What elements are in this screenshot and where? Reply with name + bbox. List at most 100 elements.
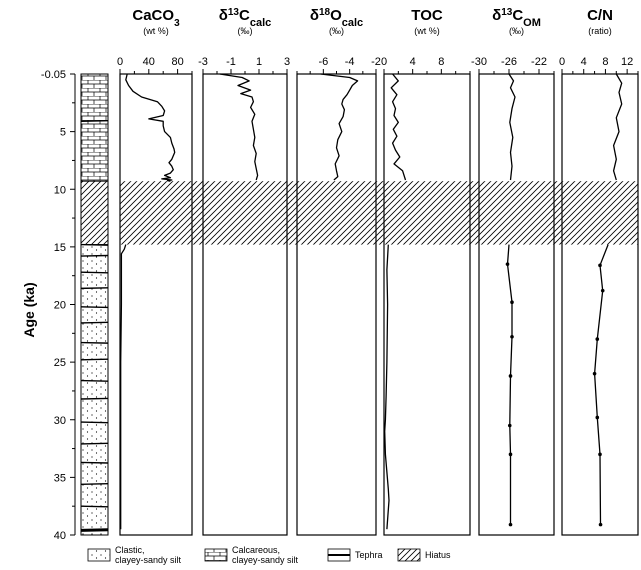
- series-line: [120, 244, 127, 530]
- panel-frame: [561, 73, 639, 536]
- y-tick-label: 35: [54, 472, 66, 484]
- y-tick-label: 25: [54, 357, 66, 369]
- tephra-layer: [80, 461, 109, 464]
- series-line: [612, 73, 623, 181]
- x-tick-label: 4: [581, 56, 587, 68]
- x-tick-label: 0: [381, 56, 387, 68]
- x-tick-label: 1: [256, 56, 262, 68]
- x-tick-label: -2: [371, 56, 381, 68]
- panel-unit: (‰): [509, 26, 524, 36]
- data-point: [508, 452, 513, 457]
- lithology-frame: [80, 73, 109, 536]
- tephra-layer: [80, 306, 109, 309]
- panel-4: δ13COM(‰) -30 -26 -22: [471, 7, 555, 536]
- tephra-layer: [80, 321, 109, 324]
- data-point: [598, 522, 603, 527]
- data-point: [600, 288, 605, 293]
- legend-label: clayey-sandy silt: [232, 555, 299, 565]
- x-tick-label: -1: [226, 56, 236, 68]
- panel-0: CaCO3(wt %) 0 40 80: [117, 7, 193, 536]
- data-point: [510, 300, 514, 304]
- tephra-layer: [80, 397, 109, 400]
- data-point: [508, 374, 513, 378]
- lithology-unit-calcareous: [80, 73, 109, 182]
- x-tick-label: -3: [198, 56, 208, 68]
- series-line: [506, 244, 513, 525]
- tephra-layer: [80, 421, 109, 424]
- tephra-layer: [80, 442, 109, 445]
- panel-title: C/N: [587, 7, 613, 24]
- y-tick-label: 15: [54, 242, 66, 254]
- x-tick-label: 40: [143, 56, 155, 68]
- x-tick-label: 4: [410, 56, 416, 68]
- x-tick-label: 8: [438, 56, 444, 68]
- panel-title: δ18Ocalc: [310, 7, 363, 30]
- legend: Clastic, clayey-sandy siltCalcareous,clay…: [87, 545, 451, 565]
- series-line: [125, 73, 176, 182]
- panel-title: δ13Ccalc: [219, 7, 272, 30]
- tephra-layer: [80, 119, 109, 122]
- panel-unit: (‰): [238, 26, 253, 36]
- x-tick-label: 80: [171, 56, 183, 68]
- panel-title: δ13COM: [492, 7, 541, 30]
- data-point: [508, 522, 513, 527]
- panel-frame: [383, 73, 471, 536]
- panel-unit: (‰): [329, 26, 344, 36]
- panel-frame: [119, 73, 193, 536]
- x-tick-label: -6: [318, 56, 328, 68]
- panel-unit: (wt %): [143, 26, 169, 36]
- series-line: [320, 73, 359, 181]
- panel-frame: [478, 73, 555, 536]
- series-line: [593, 244, 609, 525]
- panel-5: C/N (ratio) 0 4 8 12: [559, 7, 639, 536]
- panel-title: TOC: [411, 7, 443, 24]
- tephra-layer: [80, 243, 109, 246]
- data-point: [595, 415, 600, 420]
- y-tick-label: 30: [54, 415, 66, 427]
- x-tick-label: -30: [471, 56, 487, 68]
- legend-item-tephra: Tephra: [327, 548, 383, 562]
- data-point: [598, 263, 602, 268]
- panel-unit: (ratio): [588, 26, 612, 36]
- legend-label: Tephra: [355, 550, 383, 560]
- panel-frame: [296, 73, 377, 536]
- series-line: [390, 73, 407, 181]
- tephra-layer: [80, 358, 109, 361]
- legend-item-hiatus: Hiatus: [397, 548, 451, 562]
- tephra-layer: [80, 505, 109, 508]
- x-tick-label: 8: [602, 56, 608, 68]
- lithology-column: [80, 73, 109, 536]
- legend-item-calcareous: Calcareous,clayey-sandy silt: [204, 545, 299, 565]
- y-tick-label: 5: [60, 127, 66, 139]
- data-point: [505, 262, 510, 266]
- panel-3: TOC (wt %) 0 4 8: [381, 7, 471, 536]
- y-tick-label: 20: [54, 300, 66, 312]
- tephra-layer: [80, 341, 109, 344]
- y-tick-label: 40: [54, 530, 66, 542]
- y-tick-label: 10: [54, 184, 66, 196]
- legend-swatch-calcareous: [204, 548, 228, 562]
- legend-label: Hiatus: [425, 550, 451, 560]
- tephra-layer: [80, 379, 109, 382]
- legend-label: Clastic,: [115, 545, 145, 555]
- x-tick-label: -22: [531, 56, 547, 68]
- tephra-layer: [80, 482, 109, 485]
- x-tick-label: -4: [345, 56, 355, 68]
- series-line: [384, 244, 390, 530]
- data-point: [507, 423, 512, 428]
- series-line: [219, 73, 259, 181]
- tephra-layer: [80, 254, 109, 257]
- hiatus-band: [120, 181, 638, 245]
- data-point: [592, 371, 597, 376]
- panel-2: δ18Ocalc(‰) -6 -4 -2: [296, 7, 381, 536]
- x-tick-label: -26: [501, 56, 517, 68]
- data-point: [598, 452, 602, 457]
- y-axis: Age (ka) -0.05 5 10 15 20 25 30 35 40: [21, 69, 76, 542]
- data-point: [595, 337, 600, 341]
- y-axis-label: Age (ka): [21, 282, 37, 337]
- panel-unit: (wt %): [414, 26, 440, 36]
- y-tick-label: -0.05: [41, 69, 66, 81]
- x-tick-label: 12: [621, 56, 633, 68]
